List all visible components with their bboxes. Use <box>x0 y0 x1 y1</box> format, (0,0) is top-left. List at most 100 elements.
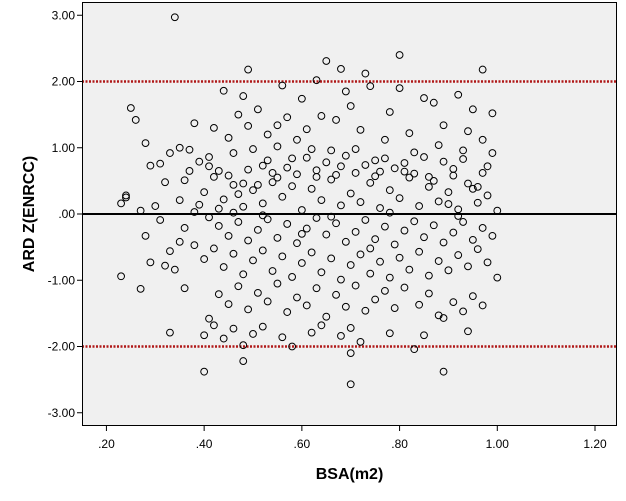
data-point <box>439 157 448 166</box>
y-axis-title: ARD Z(ENRCC) <box>21 156 38 272</box>
data-point <box>483 258 492 267</box>
data-point <box>156 216 165 224</box>
x-tick-label: 1.00 <box>486 437 510 451</box>
data-point <box>493 273 502 282</box>
data-point <box>327 175 336 184</box>
data-point <box>175 237 184 246</box>
data-point <box>361 69 370 78</box>
data-point <box>361 216 370 224</box>
data-point <box>156 159 165 168</box>
data-point <box>278 252 287 261</box>
data-point <box>322 312 331 321</box>
reference-lines <box>82 80 617 348</box>
data-point <box>122 193 130 202</box>
data-point <box>190 119 199 128</box>
data-point <box>190 208 199 216</box>
data-point <box>464 327 472 336</box>
data-point <box>346 261 355 269</box>
data-point <box>234 190 243 199</box>
data-point <box>449 171 458 180</box>
data-point <box>341 151 350 160</box>
data-point <box>239 270 248 279</box>
data-point <box>395 194 404 203</box>
data-point <box>322 158 331 167</box>
data-point <box>317 321 326 330</box>
data-point <box>185 167 194 175</box>
data-point <box>302 224 311 233</box>
data-point <box>444 188 453 197</box>
data-point <box>468 235 477 244</box>
data-point <box>166 328 174 337</box>
data-point <box>210 173 218 181</box>
data-point <box>283 113 292 122</box>
x-tick-label: .80 <box>391 437 408 451</box>
data-point <box>170 13 179 22</box>
data-point <box>249 330 257 338</box>
data-point <box>366 269 375 278</box>
data-point <box>253 105 262 114</box>
data-point <box>293 135 301 144</box>
data-point <box>312 284 321 293</box>
data-point <box>200 255 209 263</box>
data-point <box>136 206 145 215</box>
x-tick-label: .40 <box>196 437 213 451</box>
data-point <box>263 130 272 139</box>
data-point <box>190 241 199 250</box>
data-point <box>253 180 262 189</box>
data-point <box>468 105 477 114</box>
data-point <box>410 148 419 157</box>
data-point <box>200 188 209 197</box>
data-point <box>297 259 306 267</box>
data-point <box>488 149 497 157</box>
data-point <box>219 334 228 343</box>
data-point <box>224 231 233 240</box>
data-point <box>356 337 365 346</box>
data-point <box>239 92 248 100</box>
data-point <box>410 345 419 354</box>
y-tick-label: .00 <box>58 207 75 221</box>
data-point <box>405 173 414 182</box>
data-point <box>180 284 189 293</box>
data-point <box>141 231 150 240</box>
data-point <box>429 176 438 185</box>
data-point <box>468 292 477 301</box>
x-tick-label: .20 <box>98 437 115 451</box>
data-point <box>249 145 257 153</box>
data-point <box>273 233 282 242</box>
data-point <box>307 328 316 337</box>
data-point <box>224 171 233 180</box>
data-point <box>239 341 248 350</box>
y-tick-label: 1.00 <box>52 141 76 155</box>
data-point <box>337 332 345 340</box>
data-point <box>151 202 160 210</box>
data-point <box>337 275 345 284</box>
data-point <box>234 218 243 226</box>
data-point <box>439 367 448 376</box>
data-point <box>390 304 399 312</box>
data-point <box>459 155 467 163</box>
data-point <box>390 240 399 249</box>
data-point <box>249 256 257 265</box>
data-point <box>327 146 336 155</box>
data-points <box>117 13 502 389</box>
data-point <box>141 139 150 148</box>
data-point <box>214 204 223 213</box>
data-point <box>322 57 331 65</box>
data-point <box>263 297 272 306</box>
data-point <box>449 228 458 237</box>
data-point <box>312 166 321 175</box>
data-point <box>327 254 336 263</box>
data-point <box>366 244 375 253</box>
data-point <box>376 257 384 266</box>
data-point <box>400 226 409 235</box>
data-point <box>454 90 463 99</box>
data-point <box>332 219 340 228</box>
data-point <box>361 161 370 169</box>
y-axis: 3.00 2.00 1.00 .00 -1.00 -2.00 -3.00 <box>48 8 82 420</box>
data-point <box>239 179 248 188</box>
data-point <box>478 135 487 144</box>
data-point <box>297 94 306 103</box>
data-point <box>478 65 487 74</box>
data-point <box>126 104 135 112</box>
data-point <box>205 213 213 222</box>
